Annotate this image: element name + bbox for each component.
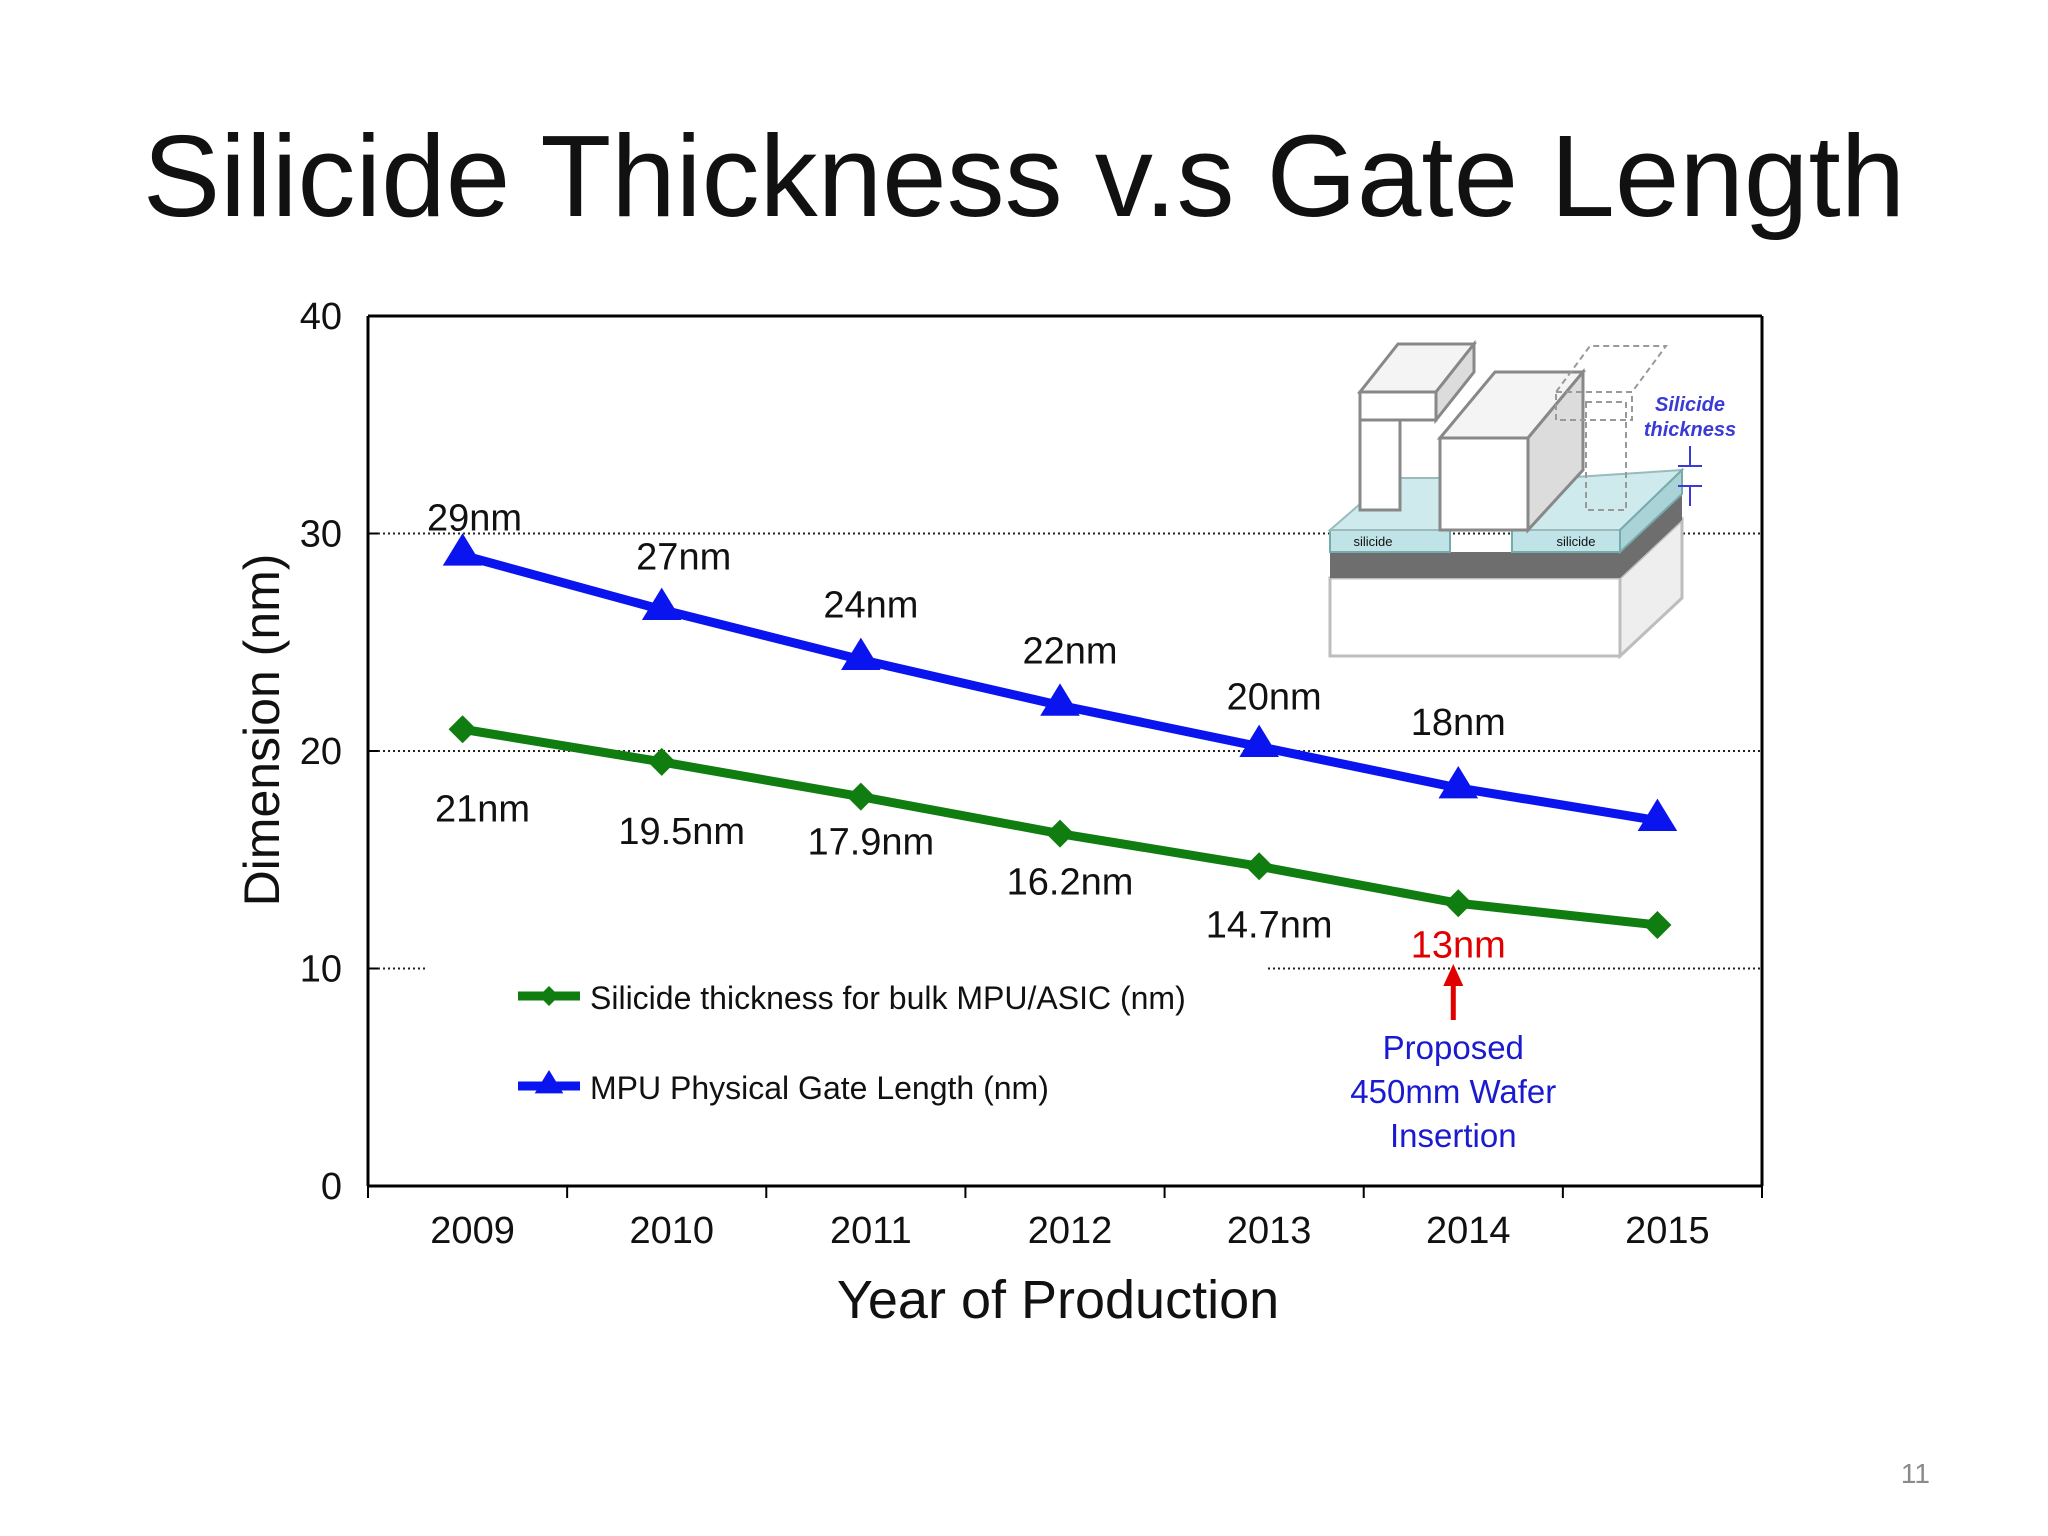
data-point-gate-length-2015 xyxy=(1637,798,1678,831)
data-label-silicide-2009: 21nm xyxy=(435,788,530,830)
data-point-silicide-2010 xyxy=(647,747,676,776)
inset-thickness-label-line1: Silicide xyxy=(1655,394,1725,416)
annotation-arrow-head xyxy=(1443,964,1464,986)
x-tick-label: 2014 xyxy=(1426,1210,1511,1252)
data-label-gate-length-2010: 27nm xyxy=(636,537,731,579)
thickness-dimension-marker xyxy=(1678,446,1702,506)
data-point-gate-length-2012 xyxy=(1040,683,1080,716)
data-label-gate-length-2009: 29nm xyxy=(427,497,522,539)
data-point-gate-length-2014 xyxy=(1438,765,1479,799)
data-point-silicide-2012 xyxy=(1046,819,1074,848)
data-point-gate-length-2011 xyxy=(841,637,881,671)
annotation-text-line-1: Proposed xyxy=(1383,1029,1524,1066)
data-label-gate-length-2014: 18nm xyxy=(1411,702,1506,744)
legend-marker-triangle xyxy=(534,1070,564,1094)
y-tick-label: 0 xyxy=(321,1166,342,1208)
annotation-text-line-2: 450mm Wafer xyxy=(1350,1073,1556,1110)
data-label-gate-length-2013: 20nm xyxy=(1227,677,1322,719)
data-point-silicide-2009 xyxy=(448,715,477,744)
data-point-silicide-2015 xyxy=(1643,911,1672,939)
inset-silicide-label-left: silicide xyxy=(1353,534,1392,549)
legend: Silicide thickness for bulk MPU/ASIC (nm… xyxy=(518,980,1186,1106)
data-label-silicide-2012: 16.2nm xyxy=(1007,862,1134,904)
data-label-silicide-2013: 14.7nm xyxy=(1206,904,1333,946)
x-tick-label: 2013 xyxy=(1227,1210,1312,1252)
data-label-silicide-2010: 19.5nm xyxy=(618,811,745,853)
inset-thickness-label-line2: thickness xyxy=(1644,419,1736,441)
page-number: 11 xyxy=(1900,1458,1930,1489)
y-tick-label: 30 xyxy=(300,514,342,556)
data-label-silicide-2011: 17.9nm xyxy=(807,822,934,864)
y-axis-title: Dimension (nm) xyxy=(234,554,290,907)
series xyxy=(442,533,1678,939)
data-label-gate-length-2011: 24nm xyxy=(823,585,918,627)
annotation: Proposed 450mm Wafer Insertion xyxy=(1350,964,1556,1154)
data-label-silicide-2014: 13nm xyxy=(1411,924,1506,966)
slide-title: Silicide Thickness v.s Gate Length xyxy=(142,111,1906,241)
inset-silicide-label-right: silicide xyxy=(1556,534,1595,549)
x-tick-label: 2010 xyxy=(629,1210,714,1252)
data-point-gate-length-2009 xyxy=(442,533,483,566)
y-tick-label: 10 xyxy=(300,949,342,991)
legend-marker-diamond xyxy=(539,986,559,1006)
data-point-silicide-2011 xyxy=(846,782,875,811)
data-point-gate-length-2010 xyxy=(641,587,682,621)
x-tick-label: 2011 xyxy=(830,1210,912,1252)
transistor-inset-diagram: silicide silicide Silicide thickness xyxy=(1327,339,1736,660)
x-tick-label: 2015 xyxy=(1625,1210,1710,1252)
x-tick-label: 2012 xyxy=(1028,1210,1113,1252)
legend-label-silicide-thickness: Silicide thickness for bulk MPU/ASIC (nm… xyxy=(590,980,1186,1016)
x-tick-label: 2009 xyxy=(430,1210,515,1252)
y-tick-label: 20 xyxy=(300,731,342,773)
axes: 0 10 20 30 40 2009 2010 2011 2012 2013 2014 2015 Yea… xyxy=(234,296,1764,1330)
y-tick-label: 40 xyxy=(300,296,342,338)
data-labels: 21nm 19.5nm 17.9nm 16.2nm 14.7nm 13nm 29nm 27nm… xyxy=(427,497,1506,966)
data-label-gate-length-2012: 22nm xyxy=(1022,630,1117,672)
data-point-gate-length-2013 xyxy=(1239,724,1279,758)
x-axis-title: Year of Production xyxy=(837,1270,1279,1330)
data-point-silicide-2013 xyxy=(1245,852,1274,881)
data-point-silicide-2014 xyxy=(1444,889,1473,918)
legend-label-gate-length: MPU Physical Gate Length (nm) xyxy=(590,1070,1049,1106)
annotation-text-line-3: Insertion xyxy=(1390,1117,1517,1154)
